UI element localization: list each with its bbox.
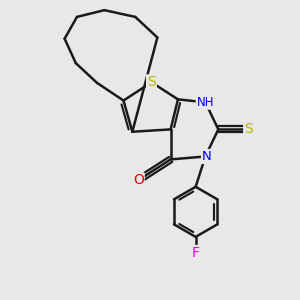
Text: O: O [133, 173, 144, 187]
Text: NH: NH [196, 96, 214, 109]
Text: F: F [192, 246, 200, 260]
Text: S: S [244, 122, 253, 136]
Text: S: S [147, 75, 156, 89]
Text: N: N [202, 150, 212, 163]
